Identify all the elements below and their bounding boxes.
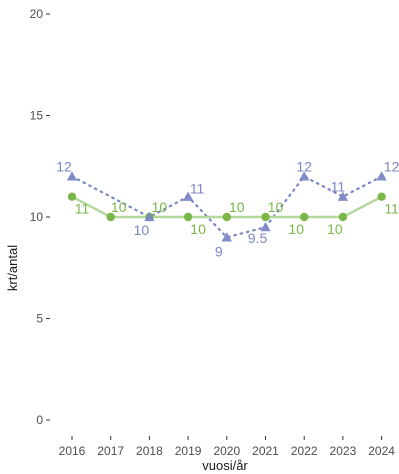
triangle-point: [337, 191, 349, 201]
y-tick-label: 10: [30, 210, 44, 224]
x-tick-label: 2021: [252, 444, 279, 458]
circle-point: [300, 212, 309, 222]
y-tick-label: 0: [36, 413, 43, 427]
y-tick-label: 5: [36, 312, 43, 326]
data-label-circle: 10: [327, 221, 343, 237]
circle-point: [377, 192, 386, 201]
series-line-triangle: [70, 174, 383, 239]
circle-point: [338, 212, 348, 222]
y-axis-label: krt/antal: [5, 245, 20, 291]
series-markers: [66, 171, 387, 242]
data-label-triangle: 12: [56, 158, 72, 174]
x-tick-label: 2018: [136, 444, 163, 458]
x-tick-label: 2016: [59, 444, 86, 458]
triangle-point: [299, 171, 310, 181]
x-tick-label: 2019: [175, 444, 202, 458]
circle-point: [261, 212, 270, 222]
circle-point: [183, 212, 193, 222]
data-label-triangle: 11: [331, 179, 346, 195]
data-label-circle: 10: [288, 221, 304, 237]
data-label-triangle: 11: [190, 181, 205, 197]
triangle-point: [144, 211, 155, 222]
data-label-circle: 10: [152, 199, 168, 215]
data-label-circle: 10: [229, 199, 245, 215]
x-tick-label: 2023: [330, 444, 357, 458]
y-tick-label: 20: [30, 7, 44, 21]
x-tick-label: 2020: [213, 444, 240, 458]
data-label-circle: 10: [111, 199, 127, 215]
x-tick-label: 2024: [368, 444, 395, 458]
x-tick-label: 2022: [291, 444, 318, 458]
data-label-circle: 10: [268, 199, 284, 215]
x-tick-label: 2017: [97, 444, 124, 458]
data-label-triangle: 10: [134, 222, 150, 238]
data-label-circle: 11: [75, 201, 90, 217]
data-label-triangle: 12: [384, 158, 399, 174]
data-label-circle: 10: [190, 221, 206, 237]
triangle-point: [260, 221, 271, 232]
data-label-triangle: 9.5: [248, 230, 268, 246]
triangle-point: [66, 171, 78, 181]
y-axis-ticks: 0 5 10 15 20: [30, 7, 50, 427]
x-axis-label: vuosi/år: [202, 458, 248, 473]
triangle-point: [221, 232, 232, 242]
data-label-circle: 11: [384, 201, 399, 217]
x-axis-ticks: 2016 2017 2018 2019 2020 2021 2022 2023 2024: [59, 436, 395, 458]
triangle-point: [182, 191, 194, 201]
circle-point: [106, 212, 115, 222]
y-tick-label: 15: [30, 109, 44, 123]
data-label-triangle: 9: [215, 243, 223, 259]
triangle-point: [376, 171, 387, 181]
circle-point: [222, 212, 231, 222]
data-label-triangle: 12: [296, 158, 312, 174]
circle-point: [67, 192, 77, 201]
